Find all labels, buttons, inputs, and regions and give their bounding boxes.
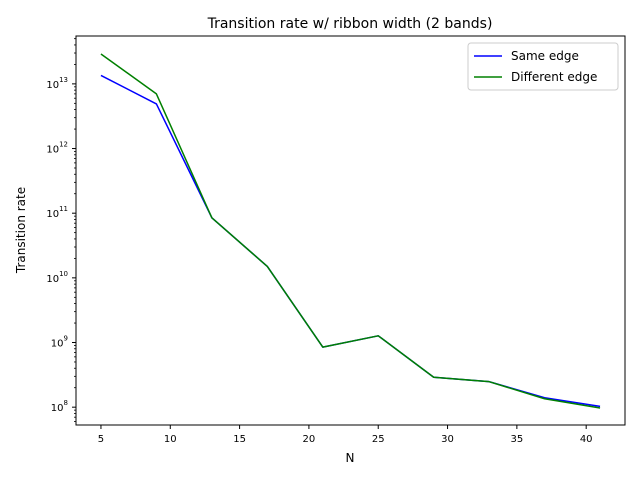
y-tick-label: 1011 [46,205,68,220]
legend-box [467,42,619,91]
x-tick-label: 35 [510,434,523,445]
y-tick-label: 109 [51,335,68,350]
y-axis-title: Transition rate [14,187,28,274]
legend: Same edge Different edge [467,42,619,91]
x-tick-label: 40 [580,434,593,445]
y-tick-label: 108 [51,399,68,414]
series-line-1 [100,53,601,409]
legend-label-0: Same edge [511,49,579,63]
plot-area [75,35,626,426]
y-tick-label: 1012 [46,141,68,156]
x-axis-title: N [346,451,355,465]
x-tick-label: 30 [441,434,454,445]
y-tick-label: 1010 [46,270,68,285]
y-tick-label: 1013 [46,76,68,91]
x-axis: 5 10 15 20 25 30 35 40 [98,425,593,445]
chart-title: Transition rate w/ ribbon width (2 bands… [207,16,493,32]
x-tick-label: 15 [233,434,246,445]
x-tick-label: 5 [98,434,104,445]
series-layer [100,53,601,409]
y-axis: 108 109 1010 1011 1012 1013 [46,38,76,422]
plot-frame [75,35,626,426]
x-tick-label: 20 [303,434,316,445]
legend-label-1: Different edge [511,70,597,84]
x-tick-label: 25 [372,434,385,445]
x-tick-label: 10 [164,434,177,445]
